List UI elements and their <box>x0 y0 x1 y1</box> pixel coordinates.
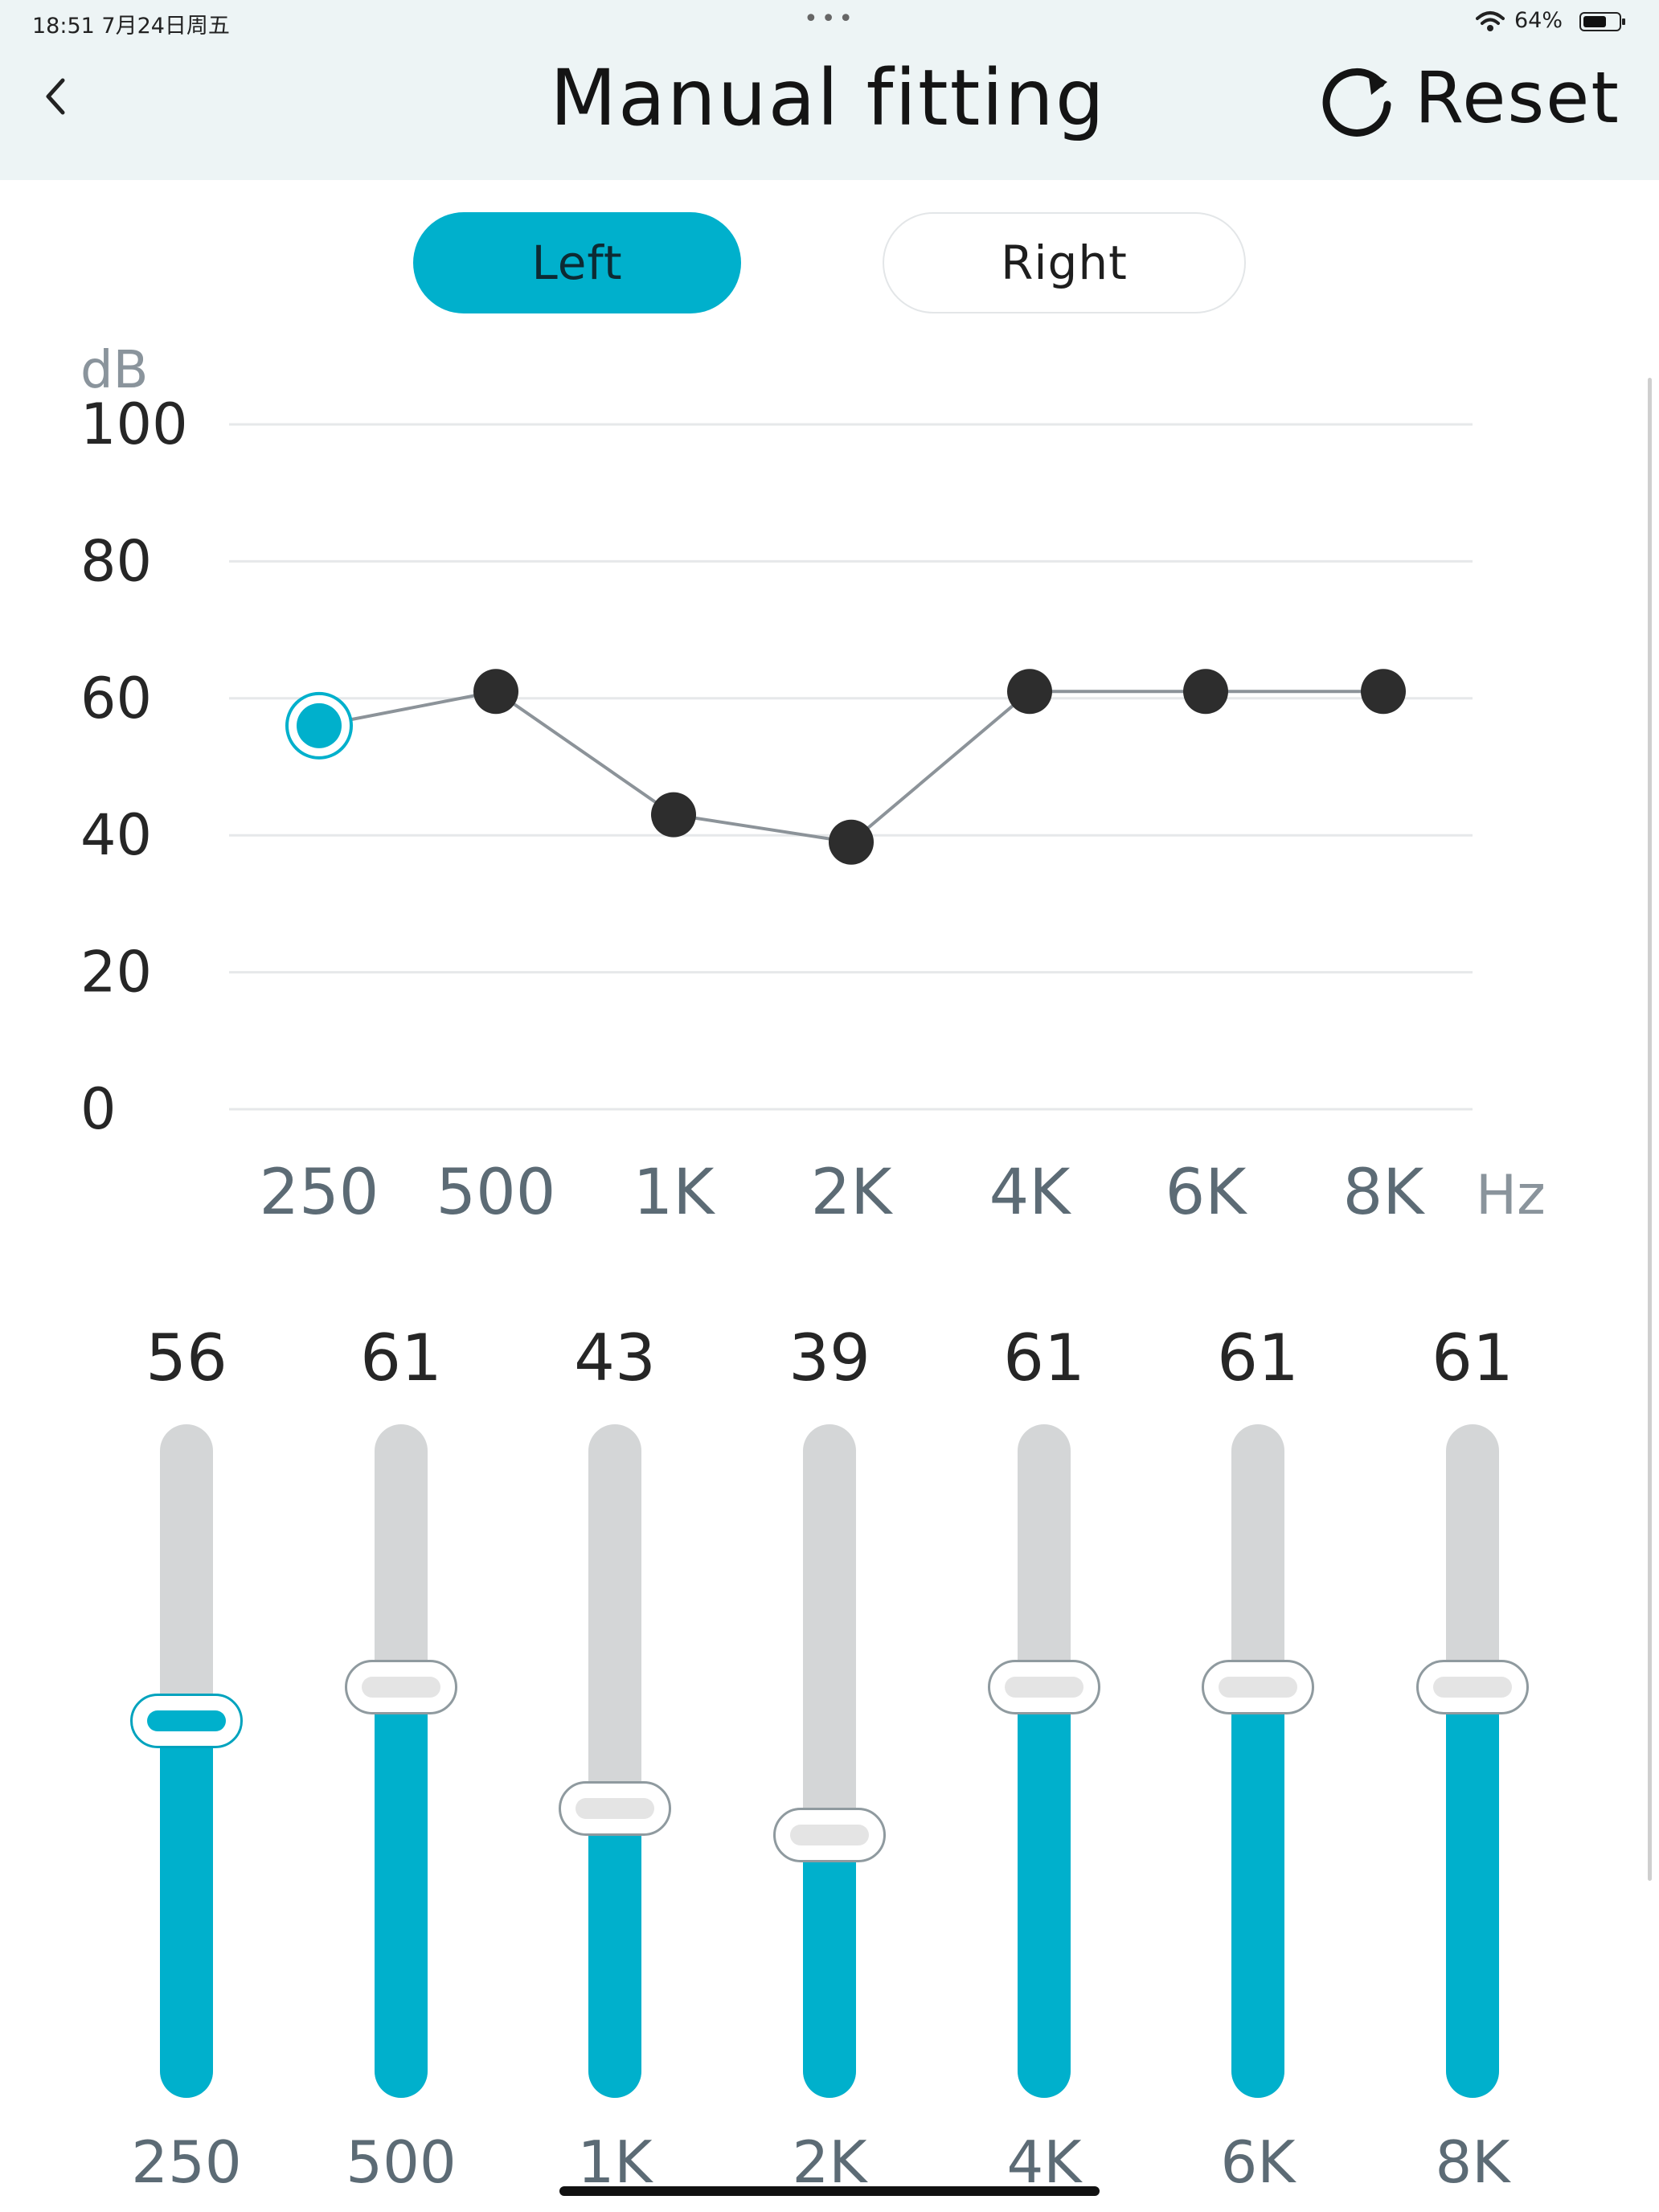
slider-thumb[interactable] <box>773 1808 886 1863</box>
slider-2k[interactable]: 39 2K <box>725 1318 934 2210</box>
slider-grip <box>1433 1676 1512 1698</box>
slider-value: 61 <box>1217 1321 1299 1395</box>
scrollbar[interactable] <box>1648 378 1652 1881</box>
y-axis-label: dB <box>80 341 149 400</box>
battery-percent: 64% <box>1514 8 1563 33</box>
y-tick-label: 100 <box>80 391 188 457</box>
slider-8k[interactable]: 61 8K <box>1368 1318 1577 2210</box>
slider-value: 61 <box>360 1321 442 1395</box>
x-tick-label: 6K <box>1165 1157 1248 1229</box>
data-point[interactable] <box>297 703 342 748</box>
multitask-dots[interactable]: ••• <box>804 5 857 33</box>
data-point[interactable] <box>1361 669 1406 715</box>
slider-grip <box>1219 1676 1297 1698</box>
slider-4k[interactable]: 61 4K <box>940 1318 1149 2210</box>
back-button[interactable] <box>32 66 80 130</box>
x-tick-label: 2K <box>811 1157 894 1229</box>
slider-thumb[interactable] <box>345 1659 457 1714</box>
data-point[interactable] <box>829 819 874 865</box>
x-tick-label: 1K <box>633 1157 716 1229</box>
home-indicator[interactable] <box>559 2186 1100 2196</box>
battery-icon <box>1579 12 1625 31</box>
slider-track[interactable] <box>1231 1424 1284 2098</box>
tab-left-label: Left <box>531 236 623 290</box>
slider-frequency-label: 8K <box>1435 2128 1510 2196</box>
y-tick-label: 40 <box>80 802 152 868</box>
reset-button[interactable]: Reset <box>1310 50 1632 146</box>
slider-track[interactable] <box>588 1424 641 2098</box>
slider-fill <box>1446 1686 1499 2098</box>
slider-thumb[interactable] <box>988 1659 1100 1714</box>
slider-frequency-label: 1K <box>577 2128 653 2196</box>
slider-fill <box>1018 1686 1071 2098</box>
slider-value: 56 <box>145 1321 227 1395</box>
slider-track[interactable] <box>160 1424 213 2098</box>
page-title: Manual fitting <box>550 53 1106 143</box>
slider-500[interactable]: 61 500 <box>297 1318 506 2210</box>
x-tick-label: 500 <box>436 1157 556 1229</box>
slider-fill <box>160 1720 213 2098</box>
slider-fill <box>803 1835 856 2098</box>
slider-value: 61 <box>1432 1321 1514 1395</box>
refresh-icon <box>1318 59 1399 143</box>
slider-grip <box>362 1676 440 1698</box>
x-tick-label: 4K <box>989 1157 1072 1229</box>
slider-fill <box>588 1808 641 2098</box>
slider-grip <box>790 1825 869 1846</box>
slider-fill <box>375 1686 428 2098</box>
status-time: 18:51 7月24日周五 <box>32 14 230 39</box>
slider-grip <box>147 1710 226 1731</box>
data-point[interactable] <box>1007 669 1052 715</box>
wifi-icon <box>1476 10 1505 36</box>
tab-right-label: Right <box>1001 236 1128 290</box>
y-tick-label: 80 <box>80 528 152 594</box>
y-tick-label: 60 <box>80 666 152 731</box>
series-line <box>318 690 1383 844</box>
data-point[interactable] <box>1183 669 1228 715</box>
chevron-left-icon <box>46 78 65 115</box>
slider-value: 43 <box>574 1321 656 1395</box>
slider-frequency-label: 500 <box>346 2128 457 2196</box>
slider-1k[interactable]: 43 1K <box>510 1318 719 2210</box>
slider-track[interactable] <box>375 1424 428 2098</box>
slider-thumb[interactable] <box>559 1780 671 1836</box>
slider-250[interactable]: 56 250 <box>82 1318 291 2210</box>
x-axis-label: Hz <box>1476 1164 1546 1227</box>
tab-right[interactable]: Right <box>883 212 1246 313</box>
audiogram-chart: 0 20 40 60 80 100 250 500 1K 2K 4K 6K 8K dB Hz <box>80 341 1546 1229</box>
slider-fill <box>1231 1686 1284 2098</box>
slider-grip <box>576 1797 654 1819</box>
slider-frequency-label: 2K <box>792 2128 867 2196</box>
slider-frequency-label: 250 <box>131 2128 242 2196</box>
slider-track[interactable] <box>1446 1424 1499 2098</box>
slider-value: 61 <box>1003 1321 1085 1395</box>
slider-grip <box>1005 1676 1083 1698</box>
slider-track[interactable] <box>803 1424 856 2098</box>
header-bar: 18:51 7月24日周五 ••• 64% Manual fitting Res… <box>0 0 1659 180</box>
slider-6k[interactable]: 61 6K <box>1153 1318 1362 2210</box>
slider-track[interactable] <box>1018 1424 1071 2098</box>
reset-label: Reset <box>1415 56 1620 139</box>
data-point[interactable] <box>651 792 696 838</box>
data-point[interactable] <box>473 669 518 715</box>
tab-left[interactable]: Left <box>413 212 741 313</box>
y-tick-label: 0 <box>80 1076 117 1142</box>
slider-thumb[interactable] <box>1202 1659 1314 1714</box>
slider-frequency-label: 6K <box>1220 2128 1296 2196</box>
x-tick-label: 8K <box>1343 1157 1426 1229</box>
slider-thumb[interactable] <box>1416 1659 1529 1714</box>
slider-thumb[interactable] <box>130 1693 243 1748</box>
y-tick-label: 20 <box>80 940 152 1006</box>
slider-value: 39 <box>789 1321 870 1395</box>
x-tick-label: 250 <box>260 1157 379 1229</box>
slider-frequency-label: 4K <box>1006 2128 1082 2196</box>
